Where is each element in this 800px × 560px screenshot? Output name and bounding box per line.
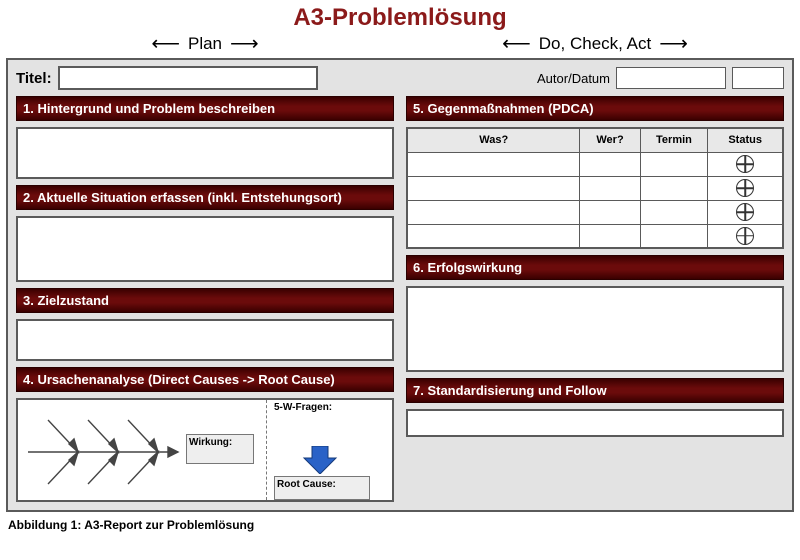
section-1-body[interactable] — [16, 127, 394, 179]
phase-plan-label: Plan — [188, 34, 222, 54]
section-7-header: 7. Standardisierung und Follow — [406, 378, 784, 403]
down-arrow-icon — [302, 446, 338, 474]
table-row[interactable] — [407, 224, 783, 248]
titel-label: Titel: — [16, 70, 52, 87]
arrow-right-icon: ⟶ — [230, 34, 259, 54]
figure-caption: Abbildung 1: A3-Report zur Problemlösung — [0, 512, 800, 538]
phase-row: ⟵ Plan ⟶ ⟵ Do, Check, Act ⟶ — [0, 34, 800, 58]
five-w-label: 5-W-Fragen: — [274, 402, 332, 413]
section-4-body: Wirkung: 5-W-Fragen: Root Cause: — [16, 398, 394, 502]
a3-frame: Titel: Autor/Datum 1. Hintergrund und Pr… — [6, 58, 794, 512]
section-5-header: 5. Gegenmaßnahmen (PDCA) — [406, 96, 784, 121]
titel-input[interactable] — [58, 66, 318, 90]
section-6-body[interactable] — [406, 286, 784, 372]
table-row[interactable] — [407, 152, 783, 176]
divider-dashed — [266, 400, 267, 500]
status-circle-icon — [736, 179, 754, 197]
right-column: 5. Gegenmaßnahmen (PDCA) Was? Wer? Termi… — [406, 96, 784, 502]
status-circle-icon — [736, 203, 754, 221]
status-circle-icon — [736, 227, 754, 245]
autor-input[interactable] — [616, 67, 726, 89]
left-column: 1. Hintergrund und Problem beschreiben 2… — [16, 96, 394, 502]
section-7-body[interactable] — [406, 409, 784, 437]
th-wer: Wer? — [580, 128, 640, 152]
table-row[interactable] — [407, 200, 783, 224]
section-2-header: 2. Aktuelle Situation erfassen (inkl. En… — [16, 185, 394, 210]
wirkung-box: Wirkung: — [186, 434, 254, 464]
table-header-row: Was? Wer? Termin Status — [407, 128, 783, 152]
section-4-header: 4. Ursachenanalyse (Direct Causes -> Roo… — [16, 367, 394, 392]
datum-input[interactable] — [732, 67, 784, 89]
section-3-header: 3. Zielzustand — [16, 288, 394, 313]
section-1-header: 1. Hintergrund und Problem beschreiben — [16, 96, 394, 121]
arrow-left-icon: ⟵ — [502, 34, 531, 54]
status-circle-icon — [736, 155, 754, 173]
section-3-body[interactable] — [16, 319, 394, 361]
th-was: Was? — [407, 128, 580, 152]
section-2-body[interactable] — [16, 216, 394, 282]
autor-datum-label: Autor/Datum — [537, 71, 610, 86]
arrow-right-icon: ⟶ — [659, 34, 688, 54]
th-termin: Termin — [640, 128, 708, 152]
phase-dca-label: Do, Check, Act — [539, 34, 651, 54]
th-status: Status — [708, 128, 783, 152]
root-cause-box: Root Cause: — [274, 476, 370, 500]
section-6-header: 6. Erfolgswirkung — [406, 255, 784, 280]
main-title: A3-Problemlösung — [0, 0, 800, 34]
table-row[interactable] — [407, 176, 783, 200]
arrow-left-icon: ⟵ — [151, 34, 180, 54]
fishbone-icon — [18, 400, 186, 504]
pdca-table: Was? Wer? Termin Status — [406, 127, 784, 249]
